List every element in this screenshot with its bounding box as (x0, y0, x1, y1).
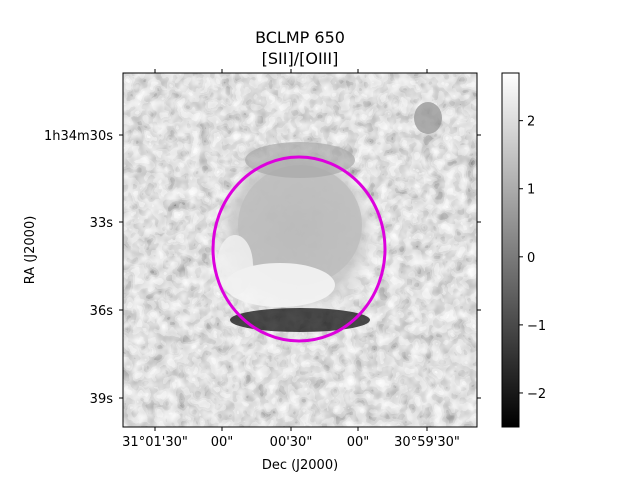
x-axis-label: Dec (J2000) (262, 458, 338, 473)
colorbar-tick-label: 0 (527, 251, 535, 266)
ra-tick-label: 36s (90, 304, 114, 319)
image-panel (123, 73, 477, 427)
colorbar-tick-label: −1 (527, 319, 546, 334)
nebula-bright-rim (225, 263, 335, 307)
figure-title: BCLMP 650 (255, 28, 345, 47)
dec-tick-label: 00" (211, 435, 234, 450)
colorbar (501, 72, 520, 428)
nebula-dark-band (230, 308, 370, 332)
dec-tick-label: 00'30" (270, 435, 313, 450)
dec-ticks (154, 69, 428, 431)
top-right-blob (414, 102, 442, 134)
figure-subtitle: [SII]/[OIII] (262, 49, 339, 68)
nebula-core (238, 165, 362, 285)
dec-tick-label: 00" (347, 435, 370, 450)
nebula-top-glow (245, 142, 355, 178)
ra-tick-label: 1h34m30s (44, 129, 113, 144)
y-axis-label: RA (J2000) (23, 216, 38, 285)
colorbar-tick-label: −2 (527, 387, 546, 402)
dec-tick-label: 30°59'30" (394, 435, 460, 450)
ra-tick-label: 33s (90, 216, 114, 231)
colorbar-tick-label: 2 (527, 115, 535, 130)
nebula-left-rim (217, 235, 253, 295)
dec-tick-label: 31°01'30" (122, 435, 188, 450)
colorbar-ticks: 2 1 0 −1 −2 (519, 115, 546, 402)
ra-ticks (119, 134, 481, 399)
region-ellipse (211, 155, 387, 343)
colorbar-tick-label: 1 (527, 183, 535, 198)
image-frame (122, 72, 478, 428)
ra-tick-label: 39s (90, 392, 114, 407)
